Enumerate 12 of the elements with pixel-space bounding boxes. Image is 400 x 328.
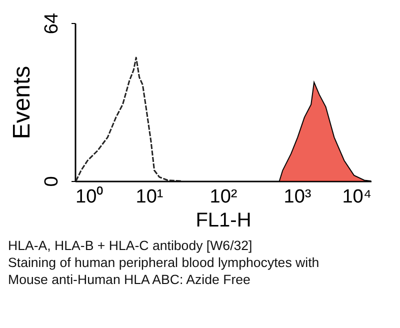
- x-axis-title: FL1-H: [196, 210, 252, 232]
- x-tick-label: 10¹: [136, 186, 164, 208]
- x-tick-label: 10²: [210, 186, 238, 208]
- x-tick-label: 10⁰: [76, 186, 104, 208]
- text: Mouse anti-Human HLA ABC: Azide Free: [8, 271, 252, 288]
- x-tick-label: 10⁴: [342, 186, 372, 208]
- y-tick-label: 0: [42, 176, 62, 187]
- text: HLA-A, HLA-B + HLA-C antibody [W6/32]: [8, 237, 254, 254]
- y-axis-title: Events: [8, 66, 36, 140]
- x-tick-label: 10³: [284, 186, 312, 208]
- y-tick-label: 64: [42, 12, 62, 34]
- text: Staining of human peripheral blood lymphocytes with: [8, 254, 320, 271]
